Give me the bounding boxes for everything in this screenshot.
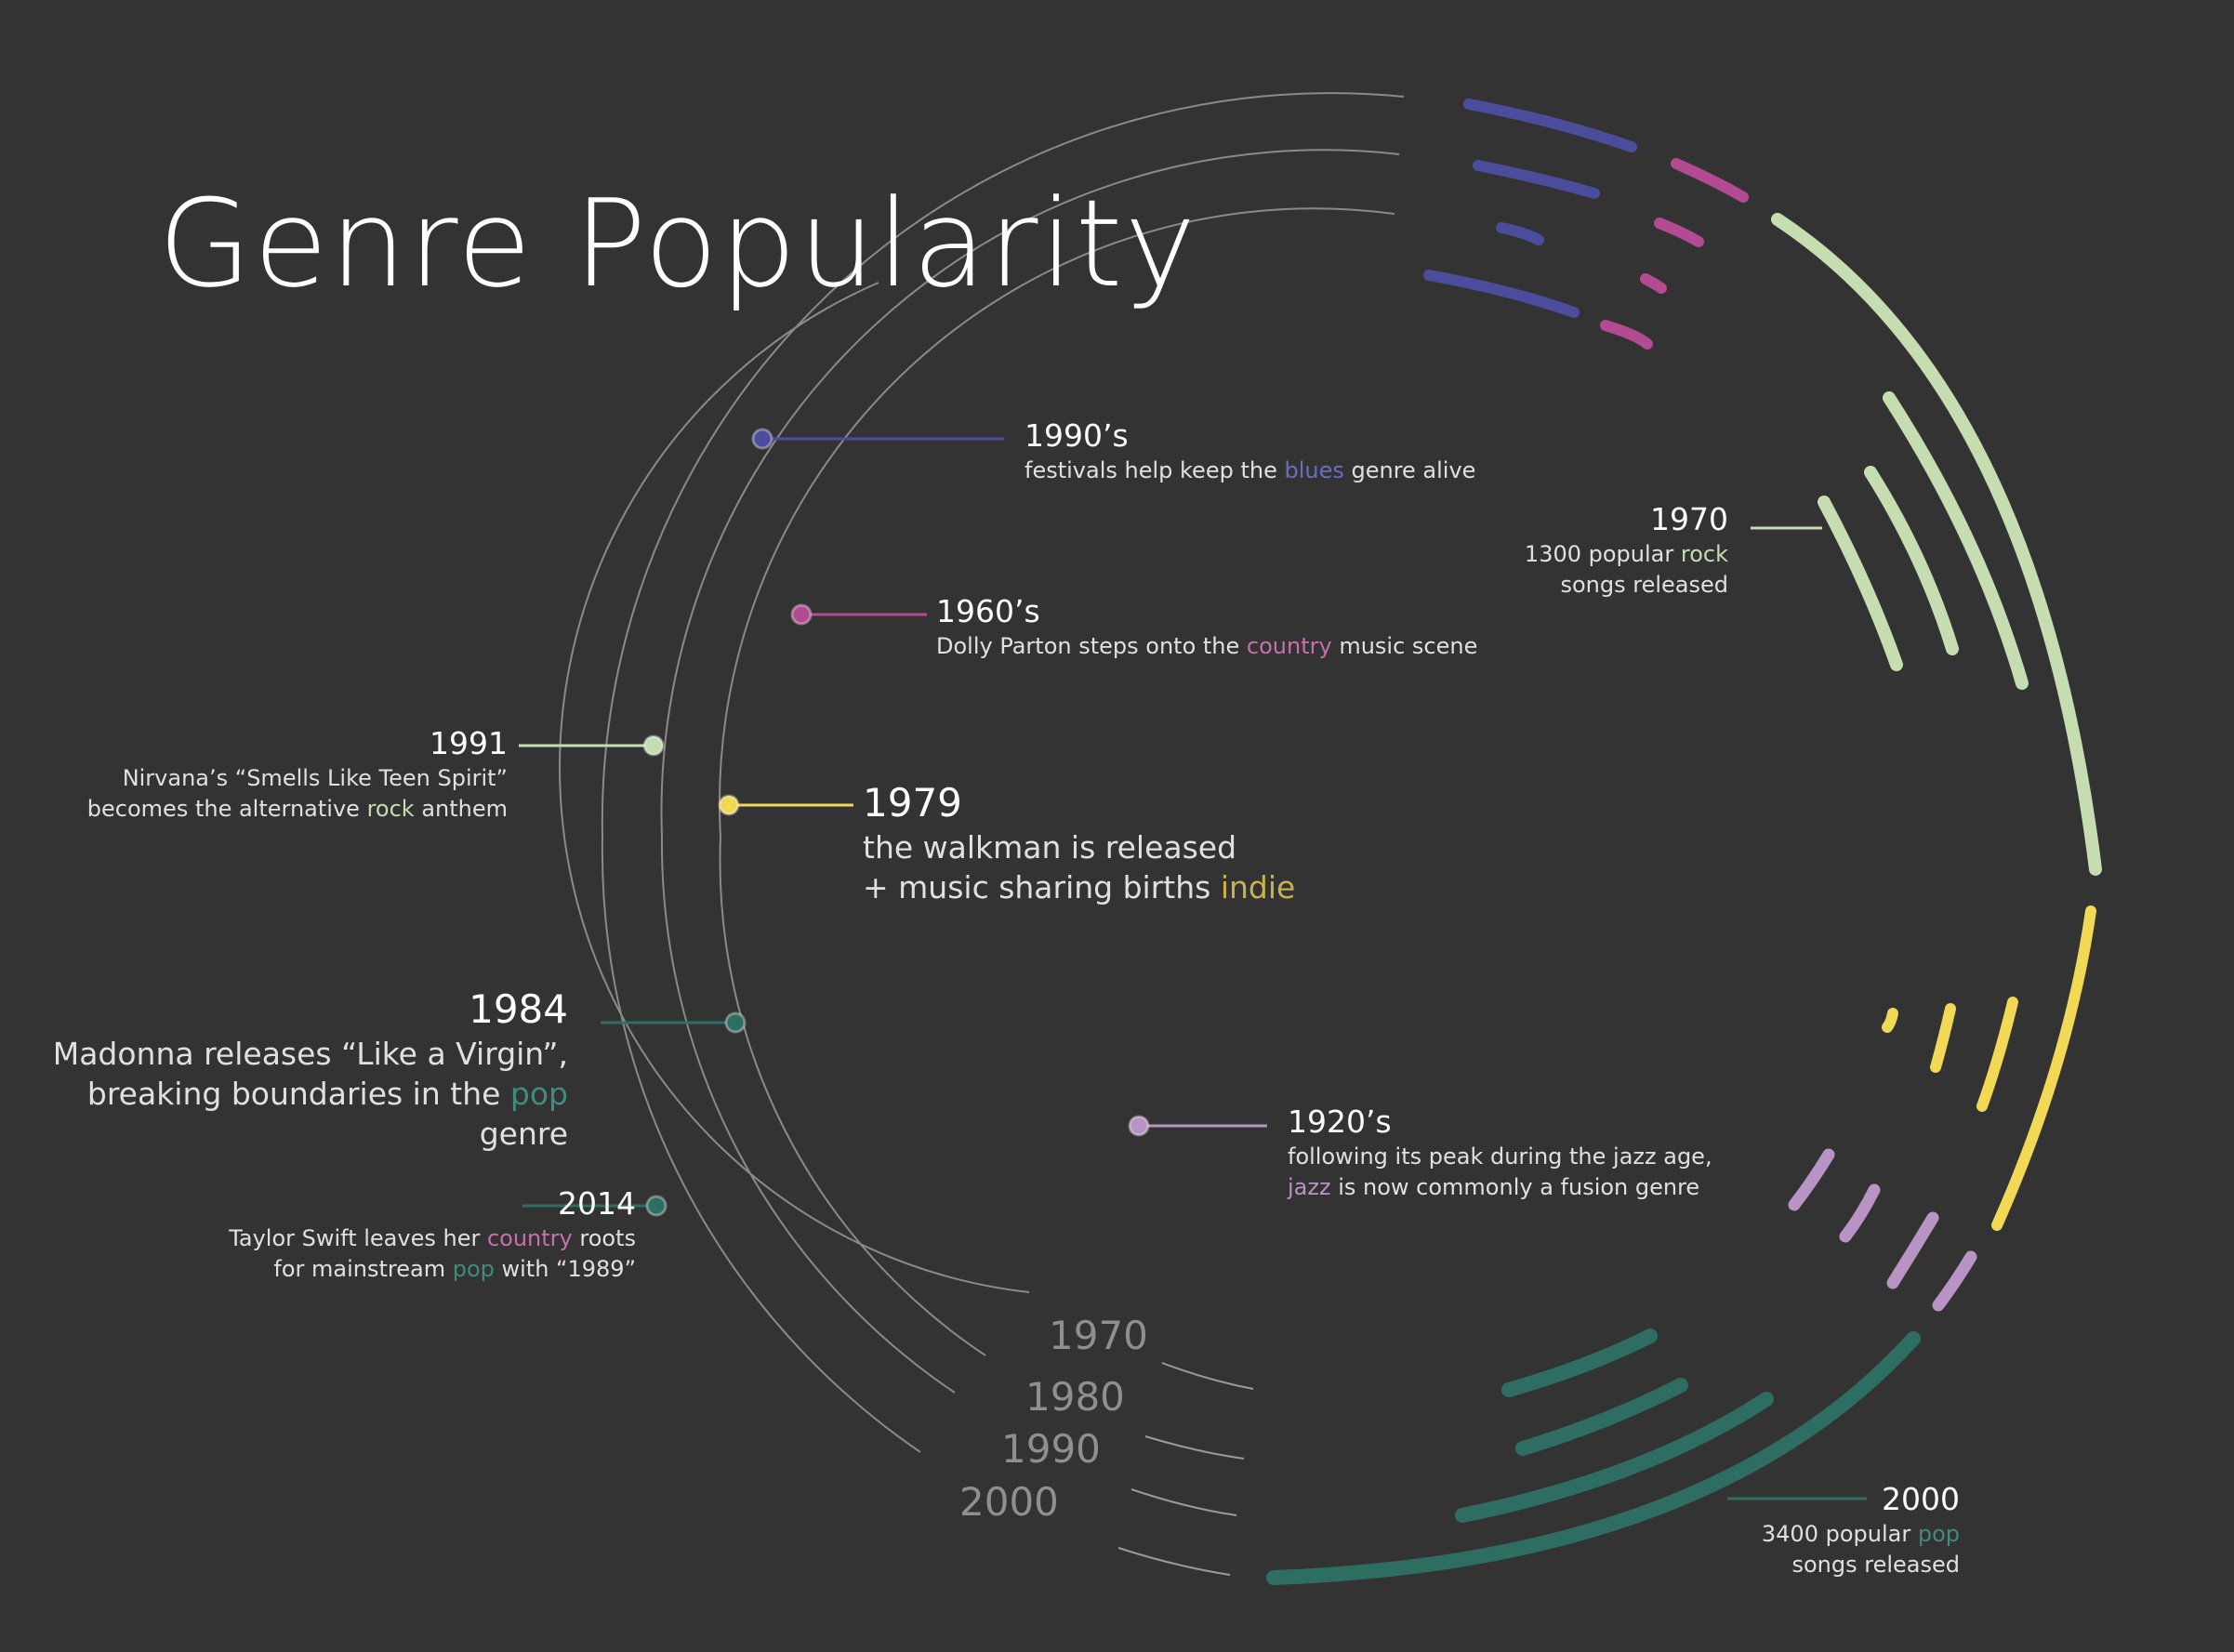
marker-dot-1920s — [1128, 1115, 1150, 1137]
annotation-text: + music sharing births — [863, 869, 1221, 905]
annotation-text: with “1989” — [494, 1256, 637, 1282]
annotation-1991: 1991 Nirvana’s “Smells Like Teen Spirit”… — [87, 724, 508, 825]
annotation-text: Taylor Swift leaves her — [229, 1225, 487, 1251]
annotation-1979: 1979 the walkman is released + music sha… — [863, 779, 1295, 907]
marker-dot-1990s — [751, 428, 773, 450]
genre-word-indie: indie — [1220, 869, 1296, 905]
annotation-text: festivals help keep the — [1024, 457, 1285, 483]
marker-dot-2014 — [645, 1195, 668, 1217]
annotation-year: 1920’s — [1288, 1104, 1392, 1140]
ring-label-2000: 2000 — [959, 1479, 1059, 1525]
genre-word-pop: pop — [509, 1076, 568, 1112]
genre-word-jazz: jazz — [1288, 1174, 1331, 1200]
annotation-year: 1960’s — [936, 593, 1040, 629]
annotation-year: 1991 — [430, 725, 508, 761]
genre-word-blues: blues — [1284, 457, 1344, 483]
arc-country-1990 — [1640, 273, 1667, 294]
arc-blues-1980 — [1473, 160, 1600, 199]
arc-country-1970 — [1671, 158, 1749, 203]
annotation-text: roots — [572, 1225, 636, 1251]
page-title: Genre Popularity — [158, 173, 1198, 314]
annotation-2000: 2000 3400 popular pop songs released — [1762, 1480, 1960, 1580]
marker-dot-1979 — [718, 794, 740, 816]
arc-rock-1990 — [1883, 391, 2029, 690]
arc-pop-1980 — [1515, 1378, 1688, 1456]
annotation-text: 3400 popular — [1761, 1521, 1918, 1547]
annotation-year: 1970 — [1650, 501, 1728, 537]
arc-pop-2000 — [1266, 1331, 1921, 1585]
genre-word-rock: rock — [366, 796, 415, 822]
arc-country-2000 — [1600, 320, 1653, 350]
annotation-year: 2000 — [1882, 1481, 1960, 1517]
annotation-2014: 2014 Taylor Swift leaves her country roo… — [229, 1184, 636, 1285]
annotation-1960s: 1960’s Dolly Parton steps onto the count… — [936, 592, 1477, 662]
arc-indie-1980 — [1930, 1003, 1956, 1073]
ring-label-tick-1980 — [1144, 1435, 1245, 1460]
arc-indie-1970 — [1882, 1008, 1898, 1033]
annotation-year: 2014 — [558, 1185, 636, 1222]
ring-1980 — [719, 207, 1395, 1356]
arc-jazz-1970 — [1788, 1148, 1835, 1211]
ring-label-1990: 1990 — [1001, 1426, 1101, 1472]
arc-rock-1970 — [1818, 496, 1903, 671]
genre-word-country: country — [1246, 633, 1332, 659]
arc-jazz-1980 — [1839, 1183, 1881, 1243]
arc-rock-2000 — [1771, 213, 2102, 876]
genre-word-pop: pop — [452, 1256, 495, 1282]
annotation-text: genre alive — [1343, 457, 1476, 483]
annotation-text: music scene — [1331, 633, 1478, 659]
arc-pop-1970 — [1501, 1328, 1658, 1397]
annotation-text: songs released — [1560, 572, 1728, 598]
arc-blues-2000 — [1423, 270, 1580, 318]
arc-pop-1990 — [1455, 1392, 1774, 1523]
arc-blues-1970 — [1463, 99, 1637, 152]
annotation-1990s: 1990’s festivals help keep the blues gen… — [1024, 416, 1475, 486]
annotation-text: genre — [479, 1116, 568, 1152]
ring-label-1980: 1980 — [1025, 1374, 1125, 1420]
annotation-year: 1979 — [863, 780, 962, 826]
marker-dot-1991 — [642, 734, 665, 757]
ring-label-tick-1970 — [1161, 1362, 1254, 1390]
annotation-text: following its peak during the jazz age, — [1288, 1143, 1712, 1170]
ring-label-1970: 1970 — [1049, 1313, 1148, 1358]
arc-indie-2000 — [1991, 905, 2096, 1231]
annotation-text: Dolly Parton steps onto the — [936, 633, 1247, 659]
ring-label-tick-2000 — [1117, 1547, 1231, 1576]
annotation-text: breaking boundaries in the — [86, 1076, 510, 1112]
annotation-year: 1990’s — [1024, 417, 1129, 454]
arc-indie-1990 — [1976, 997, 2018, 1112]
genre-word-rock: rock — [1680, 541, 1728, 567]
ring-label-tick-1990 — [1130, 1488, 1237, 1516]
arc-jazz-2000 — [1932, 1250, 1977, 1312]
annotation-text: for mainstream — [273, 1256, 453, 1282]
ring-1990 — [660, 149, 1400, 1394]
annotation-text: 1300 popular — [1524, 541, 1681, 567]
genre-word-pop: pop — [1917, 1521, 1960, 1547]
annotation-text: Madonna releases “Like a Virgin”, — [52, 1036, 568, 1072]
annotation-1970: 1970 1300 popular rock songs released — [1525, 500, 1728, 601]
annotation-text: becomes the alternative — [86, 796, 367, 822]
annotation-1920s: 1920’s following its peak during the jaz… — [1288, 1103, 1712, 1203]
annotation-text: anthem — [414, 796, 508, 822]
annotation-text: is now commonly a fusion genre — [1330, 1174, 1700, 1200]
genre-word-country: country — [486, 1225, 573, 1251]
annotation-year: 1984 — [469, 986, 568, 1032]
arc-country-1980 — [1654, 218, 1704, 247]
ring-1970 — [559, 282, 1030, 1293]
annotation-text: the walkman is released — [863, 829, 1237, 866]
arc-rock-1980 — [1864, 466, 1959, 655]
annotation-text: songs released — [1791, 1552, 1960, 1578]
marker-dot-1960s — [790, 603, 813, 626]
arc-jazz-1990 — [1886, 1211, 1939, 1289]
annotation-1984: 1984 Madonna releases “Like a Virgin”, b… — [0, 985, 568, 1154]
marker-dot-1984 — [724, 1011, 747, 1034]
annotation-text: Nirvana’s “Smells Like Teen Spirit” — [122, 765, 508, 791]
arc-blues-1990 — [1496, 222, 1544, 245]
ring-2000 — [601, 92, 1405, 1453]
